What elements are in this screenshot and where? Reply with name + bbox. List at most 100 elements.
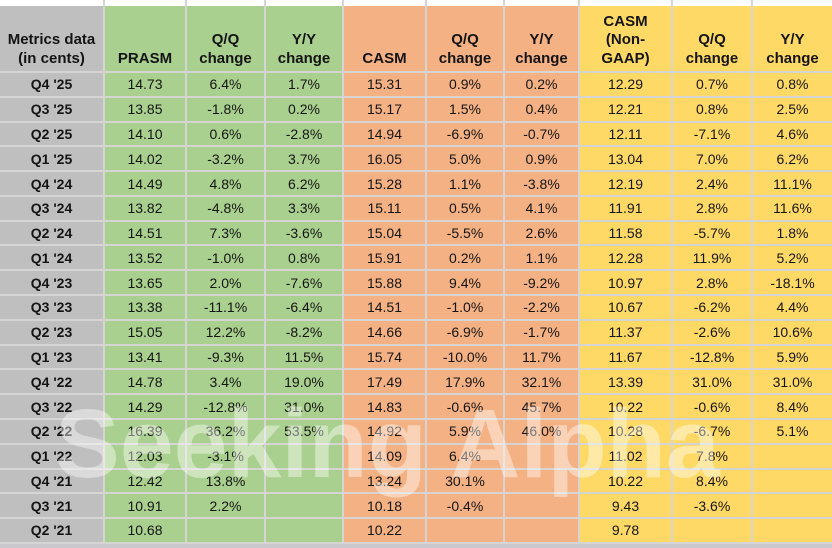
row-label: Q2 '21 — [0, 519, 105, 544]
top-edge-cell — [580, 0, 673, 6]
cell-casm-yy-change: 4.1% — [505, 196, 580, 222]
corner-header: Metrics data (in cents) — [0, 6, 105, 73]
cell-casm-qq-change: -1.0% — [427, 296, 505, 321]
cell-casm-ng-yy-change: 10.6% — [753, 320, 832, 346]
cell-casm-ng-qq-change: -6.7% — [673, 419, 753, 445]
cell-casm: 14.92 — [344, 419, 427, 445]
cell-casm-yy-change — [505, 444, 580, 470]
cell-casm-qq-change: 17.9% — [427, 370, 505, 396]
row-label: Q4 '24 — [0, 172, 105, 197]
cell-prasm-yy-change: -7.6% — [266, 271, 344, 297]
cell-prasm-qq-change: 7.3% — [187, 221, 266, 247]
cell-casm-qq-change: 5.0% — [427, 147, 505, 173]
cell-prasm: 13.38 — [105, 296, 187, 321]
cell-casm-non-gaap: 12.19 — [580, 172, 673, 197]
cell-prasm-yy-change: 53.5% — [266, 419, 344, 445]
cell-casm-ng-qq-change: 2.8% — [673, 196, 753, 222]
cell-casm-non-gaap: 12.21 — [580, 97, 673, 123]
cell-casm-ng-yy-change: 0.8% — [753, 73, 832, 98]
cell-casm-non-gaap: 12.28 — [580, 246, 673, 272]
row-label: Q4 '22 — [0, 370, 105, 396]
cell-prasm: 10.91 — [105, 494, 187, 520]
col-header-casm-ng-yy-change: Y/Y change — [753, 6, 832, 73]
cell-casm-ng-qq-change: -5.7% — [673, 221, 753, 247]
cell-casm: 10.18 — [344, 494, 427, 520]
row-label: Q2 '25 — [0, 122, 105, 148]
cell-casm-ng-yy-change: 4.4% — [753, 296, 832, 321]
cell-prasm-qq-change: 3.4% — [187, 370, 266, 396]
cell-prasm-yy-change: 3.7% — [266, 147, 344, 173]
cell-prasm: 13.41 — [105, 345, 187, 371]
row-label: Q3 '22 — [0, 395, 105, 420]
top-edge-cell — [187, 0, 266, 6]
row-label: Q3 '24 — [0, 196, 105, 222]
cell-casm-qq-change: 0.9% — [427, 73, 505, 98]
cell-casm-ng-yy-change: 5.1% — [753, 419, 832, 445]
cell-casm-non-gaap: 13.04 — [580, 147, 673, 173]
col-header-prasm: PRASM — [105, 6, 187, 73]
cell-casm: 15.91 — [344, 246, 427, 272]
cell-prasm-qq-change: 36.2% — [187, 419, 266, 445]
cell-prasm-qq-change: -11.1% — [187, 296, 266, 321]
bottom-edge — [0, 544, 832, 548]
cell-casm-non-gaap: 11.67 — [580, 345, 673, 371]
cell-casm: 14.83 — [344, 395, 427, 420]
top-edge-cell — [753, 0, 832, 6]
top-edge-cell — [0, 0, 105, 6]
row-label: Q4 '21 — [0, 469, 105, 495]
top-edge-cell — [427, 0, 505, 6]
cell-casm-non-gaap: 12.29 — [580, 73, 673, 98]
cell-casm-yy-change: 1.1% — [505, 246, 580, 272]
cell-casm-yy-change: 46.0% — [505, 419, 580, 445]
cell-casm-yy-change: -2.2% — [505, 296, 580, 321]
cell-casm-ng-qq-change — [673, 519, 753, 544]
cell-casm-non-gaap: 13.39 — [580, 370, 673, 396]
cell-casm-ng-qq-change: -12.8% — [673, 345, 753, 371]
col-header-casm-non-gaap: CASM (Non- GAAP) — [580, 6, 673, 73]
cell-prasm-yy-change: -6.4% — [266, 296, 344, 321]
cell-prasm: 14.02 — [105, 147, 187, 173]
cell-casm-ng-yy-change: 2.5% — [753, 97, 832, 123]
row-label: Q3 '21 — [0, 494, 105, 520]
cell-prasm-qq-change: 2.0% — [187, 271, 266, 297]
cell-prasm-qq-change: 2.2% — [187, 494, 266, 520]
cell-casm-ng-qq-change: 11.9% — [673, 246, 753, 272]
cell-prasm: 15.05 — [105, 320, 187, 346]
cell-prasm-qq-change: 13.8% — [187, 469, 266, 495]
cell-casm-qq-change: 5.9% — [427, 419, 505, 445]
cell-casm-yy-change — [505, 494, 580, 520]
cell-casm: 14.09 — [344, 444, 427, 470]
cell-casm-ng-yy-change — [753, 494, 832, 520]
cell-casm-non-gaap: 11.37 — [580, 320, 673, 346]
cell-casm: 14.66 — [344, 320, 427, 346]
cell-prasm-qq-change: -12.8% — [187, 395, 266, 420]
cell-casm-yy-change: -3.8% — [505, 172, 580, 197]
cell-casm-non-gaap: 11.02 — [580, 444, 673, 470]
cell-prasm-qq-change — [187, 519, 266, 544]
cell-casm-yy-change: -1.7% — [505, 320, 580, 346]
cell-casm-ng-qq-change: 7.0% — [673, 147, 753, 173]
row-label: Q2 '23 — [0, 320, 105, 346]
cell-casm-ng-qq-change: -2.6% — [673, 320, 753, 346]
cell-casm-non-gaap: 9.78 — [580, 519, 673, 544]
cell-casm-ng-yy-change — [753, 469, 832, 495]
cell-prasm-qq-change: -3.1% — [187, 444, 266, 470]
cell-casm-non-gaap: 10.22 — [580, 395, 673, 420]
cell-casm: 15.04 — [344, 221, 427, 247]
cell-casm-non-gaap: 11.91 — [580, 196, 673, 222]
cell-casm-yy-change — [505, 519, 580, 544]
cell-casm-qq-change: 1.5% — [427, 97, 505, 123]
cell-casm-qq-change: -0.4% — [427, 494, 505, 520]
cell-casm-non-gaap: 12.11 — [580, 122, 673, 148]
cell-prasm-qq-change: -9.3% — [187, 345, 266, 371]
cell-prasm-yy-change: 31.0% — [266, 395, 344, 420]
top-edge-cell — [266, 0, 344, 6]
cell-prasm: 14.29 — [105, 395, 187, 420]
cell-prasm: 14.78 — [105, 370, 187, 396]
cell-casm-qq-change: -6.9% — [427, 122, 505, 148]
col-header-casm-qq-change: Q/Q change — [427, 6, 505, 73]
row-label: Q2 '22 — [0, 419, 105, 445]
cell-prasm-yy-change: 19.0% — [266, 370, 344, 396]
cell-casm-yy-change: 32.1% — [505, 370, 580, 396]
cell-casm-non-gaap: 10.67 — [580, 296, 673, 321]
